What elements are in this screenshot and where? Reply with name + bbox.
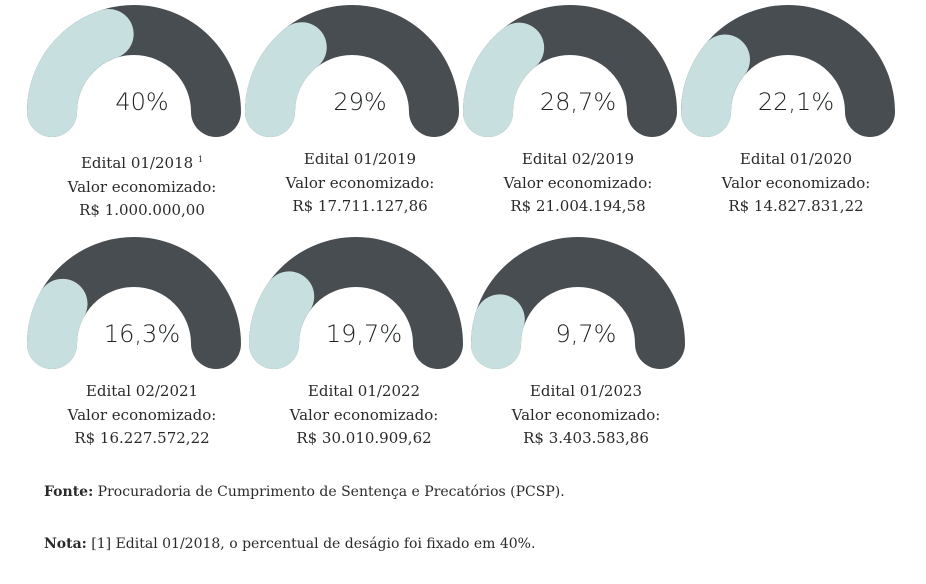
gauge-percent: 19,7%: [325, 320, 403, 348]
gauge-caption: Edital 02/2019 Valor economizado: R$ 21.00…: [468, 148, 688, 219]
gauge-percent: 29%: [333, 88, 387, 116]
gauge-caption: Edital 01/2018 1 Valor economizado: R$ 1.0…: [32, 148, 252, 223]
footnote-label: Nota:: [44, 536, 87, 552]
gauge-fill: [27, 9, 134, 137]
valor-amount: R$ 1.000.000,00: [79, 201, 205, 219]
valor-amount: R$ 21.004.194,58: [510, 197, 646, 215]
valor-label: Valor economizado:: [503, 173, 653, 192]
valor-amount: R$ 16.227.572,22: [74, 429, 210, 447]
gauge-fill: [471, 294, 525, 369]
footnote-marker: 1: [197, 155, 204, 164]
gauge-caption: Edital 01/2020 Valor economizado: R$ 14.82…: [686, 148, 906, 219]
gauge-svg: [249, 237, 463, 369]
edital-line: Edital 02/2019: [468, 148, 688, 172]
valor-amount: R$ 30.010.909,62: [296, 429, 432, 447]
footnote: Nota: [1] Edital 01/2018, o percentual d…: [44, 536, 535, 552]
edital-line: Edital 01/2018 1: [32, 148, 252, 176]
edital-label: Edital 01/2022: [307, 382, 421, 400]
gauge-caption: Edital 01/2023 Valor economizado: R$ 3.403…: [476, 380, 696, 451]
valor-label: Valor economizado:: [721, 173, 871, 192]
gauge-fill: [27, 278, 88, 369]
edital-label: Edital 01/2023: [529, 382, 643, 400]
edital-label: Edital 01/2020: [739, 150, 853, 168]
gauge-caption: Edital 01/2019 Valor economizado: R$ 17.71…: [250, 148, 470, 219]
gauge-percent: 22,1%: [757, 88, 835, 116]
gauge-fill: [245, 22, 327, 137]
gauge-svg: [245, 5, 459, 137]
source-label: Fonte:: [44, 484, 94, 500]
edital-line: Edital 02/2021: [32, 380, 252, 404]
gauge-svg: [27, 5, 241, 137]
gauge-fill: [463, 22, 545, 137]
gauge-fill: [249, 271, 315, 369]
valor-label: Valor economizado:: [67, 177, 217, 196]
valor-label: Valor economizado:: [67, 405, 217, 424]
source-text: Procuradoria de Cumprimento de Sentença …: [93, 484, 565, 500]
footnote-text: [1] Edital 01/2018, o percentual de desá…: [86, 536, 536, 552]
gauge-svg: [681, 5, 895, 137]
valor-label: Valor economizado:: [289, 405, 439, 424]
gauge-svg: [471, 237, 685, 369]
valor-label: Valor economizado:: [285, 173, 435, 192]
edital-label: Edital 02/2021: [85, 382, 199, 400]
edital-label: Edital 02/2019: [521, 150, 635, 168]
valor-amount: R$ 3.403.583,86: [523, 429, 649, 447]
gauge-percent: 16,3%: [103, 320, 181, 348]
gauge-svg: [27, 237, 241, 369]
gauge-percent: 40%: [115, 88, 169, 116]
edital-line: Edital 01/2019: [250, 148, 470, 172]
gauge-fill: [681, 34, 750, 137]
edital-label: Edital 01/2018: [80, 154, 194, 172]
valor-amount: R$ 14.827.831,22: [728, 197, 864, 215]
gauge-caption: Edital 02/2021 Valor economizado: R$ 16.22…: [32, 380, 252, 451]
valor-label: Valor economizado:: [511, 405, 661, 424]
gauge-svg: [463, 5, 677, 137]
gauge-percent: 9,7%: [555, 320, 617, 348]
edital-line: Edital 01/2022: [254, 380, 474, 404]
gauge-percent: 28,7%: [539, 88, 617, 116]
source-note: Fonte: Procuradoria de Cumprimento de Se…: [44, 484, 565, 500]
valor-amount: R$ 17.711.127,86: [292, 197, 428, 215]
edital-line: Edital 01/2020: [686, 148, 906, 172]
gauge-caption: Edital 01/2022 Valor economizado: R$ 30.01…: [254, 380, 474, 451]
edital-line: Edital 01/2023: [476, 380, 696, 404]
edital-label: Edital 01/2019: [303, 150, 417, 168]
